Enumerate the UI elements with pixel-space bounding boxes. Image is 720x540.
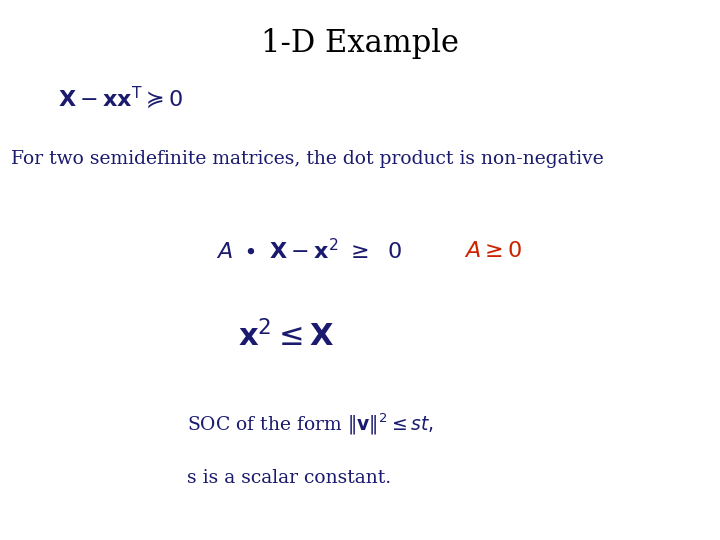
Text: 1-D Example: 1-D Example [261, 28, 459, 59]
Text: $A \geq 0$: $A \geq 0$ [464, 240, 523, 262]
Text: $\mathbf{X} - \mathbf{xx}^{\mathrm{T}} \succeq 0$: $\mathbf{X} - \mathbf{xx}^{\mathrm{T}} \… [58, 84, 183, 111]
Text: SOC of the form $\| \mathbf{v} \|^2 \leq st,$: SOC of the form $\| \mathbf{v} \|^2 \leq… [187, 411, 434, 437]
Text: s is a scalar constant.: s is a scalar constant. [187, 469, 392, 487]
Text: $A\ \bullet\ \mathbf{X} - \mathbf{x}^2\ \geq\ \ 0$: $A\ \bullet\ \mathbf{X} - \mathbf{x}^2\ … [216, 239, 402, 264]
Text: For two semidefinite matrices, the dot product is non-negative: For two semidefinite matrices, the dot p… [11, 150, 603, 168]
Text: $\mathbf{x}^2 \leq \mathbf{X}$: $\mathbf{x}^2 \leq \mathbf{X}$ [238, 321, 334, 354]
